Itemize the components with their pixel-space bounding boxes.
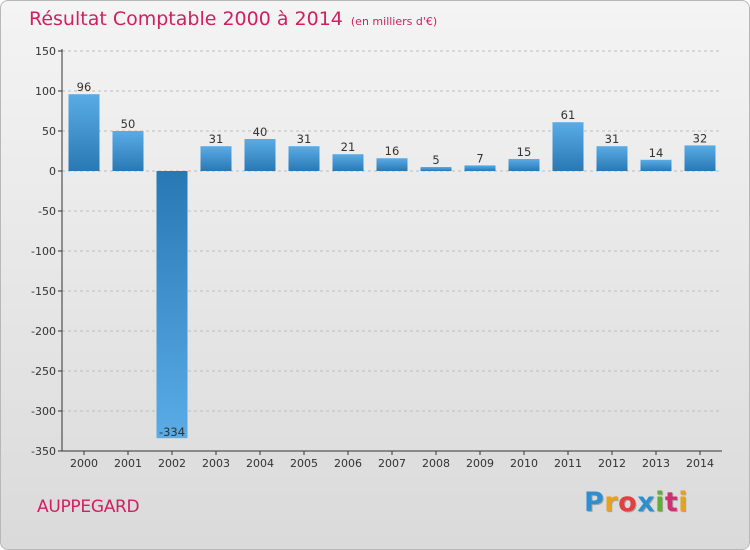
chart-title: Résultat Comptable 2000 à 2014 (en millie… [29, 8, 437, 30]
x-tick-label-2007: 2007 [378, 457, 406, 470]
x-tick-label-2001: 2001 [114, 457, 142, 470]
bar-2002[interactable] [156, 171, 188, 439]
bar-2006[interactable] [332, 154, 364, 171]
y-tick-label: 0 [49, 165, 56, 178]
x-tick-label-2006: 2006 [334, 457, 362, 470]
data-label-2010: 15 [517, 145, 532, 159]
bar-2012[interactable] [596, 146, 628, 171]
bar-2011[interactable] [552, 122, 584, 171]
x-tick-label-2005: 2005 [290, 457, 318, 470]
bar-2003[interactable] [200, 146, 232, 171]
bar-2004[interactable] [244, 139, 276, 171]
y-tick-label: 150 [35, 45, 56, 58]
data-label-2013: 14 [649, 146, 664, 160]
y-tick-label: 50 [42, 125, 56, 138]
logo-letter: t [664, 487, 679, 518]
x-tick-label-2003: 2003 [202, 457, 230, 470]
y-tick-label: -250 [31, 365, 56, 378]
x-tick-label-2002: 2002 [158, 457, 186, 470]
y-tick-label: -350 [31, 445, 56, 458]
logo-letter: o [618, 487, 638, 518]
data-label-2005: 31 [297, 132, 312, 146]
y-tick-label: 100 [35, 85, 56, 98]
x-tick-label-2013: 2013 [642, 457, 670, 470]
data-label-2004: 40 [253, 125, 268, 139]
data-label-2001: 50 [121, 117, 136, 131]
y-tick-label: -100 [31, 245, 56, 258]
x-tick-label-2009: 2009 [466, 457, 494, 470]
logo-letter: P [584, 487, 605, 518]
x-tick-label-2012: 2012 [598, 457, 626, 470]
bar-2008[interactable] [420, 167, 452, 171]
x-tick-label-2000: 2000 [70, 457, 98, 470]
x-tick-label-2011: 2011 [554, 457, 582, 470]
commune-name: AUPPEGARD [37, 497, 140, 517]
data-label-2007: 16 [385, 144, 400, 158]
x-tick-label-2010: 2010 [510, 457, 538, 470]
data-label-2008: 5 [432, 153, 439, 167]
bar-layer [68, 94, 716, 439]
bar-2000[interactable] [68, 94, 100, 171]
bar-2005[interactable] [288, 146, 320, 171]
x-tick-label-2008: 2008 [422, 457, 450, 470]
data-label-2011: 61 [561, 108, 576, 122]
bar-2001[interactable] [112, 131, 144, 171]
logo-letter: r [604, 487, 619, 518]
logo-letter: i [655, 487, 665, 518]
y-tick-label: -150 [31, 285, 56, 298]
data-label-2009: 7 [476, 151, 483, 165]
label-layer: 96 50 -334 31 40 31 21 16 5 7 15 61 31 14 32 [77, 80, 708, 439]
x-tick-label-2014: 2014 [686, 457, 714, 470]
bar-2009[interactable] [464, 165, 496, 171]
chart-title-text: Résultat Comptable 2000 à 2014 [29, 8, 343, 30]
proxiti-logo[interactable]: Proxiti [584, 487, 688, 518]
bar-2013[interactable] [640, 159, 672, 171]
data-label-2006: 21 [341, 140, 356, 154]
data-label-2012: 31 [605, 132, 620, 146]
y-tick-label: -300 [31, 405, 56, 418]
logo-letter: i [678, 487, 689, 518]
data-label-2000: 96 [77, 80, 92, 94]
data-label-2014: 32 [693, 131, 708, 145]
x-tick-label-2004: 2004 [246, 457, 274, 470]
bar-2007[interactable] [376, 158, 408, 171]
logo-letter: x [637, 487, 656, 518]
bar-2010[interactable] [508, 159, 540, 171]
bar-2014[interactable] [684, 145, 716, 171]
data-label-2002: -334 [159, 425, 185, 439]
y-tick-label: -50 [38, 205, 56, 218]
axis-layer: 150 100 50 0 -50 -100 -150 -200 -250 -300 -350 2000… [31, 45, 722, 470]
y-tick-label: -200 [31, 325, 56, 338]
chart-subtitle: (en milliers d'€) [350, 15, 438, 28]
data-label-2003: 31 [209, 132, 224, 146]
